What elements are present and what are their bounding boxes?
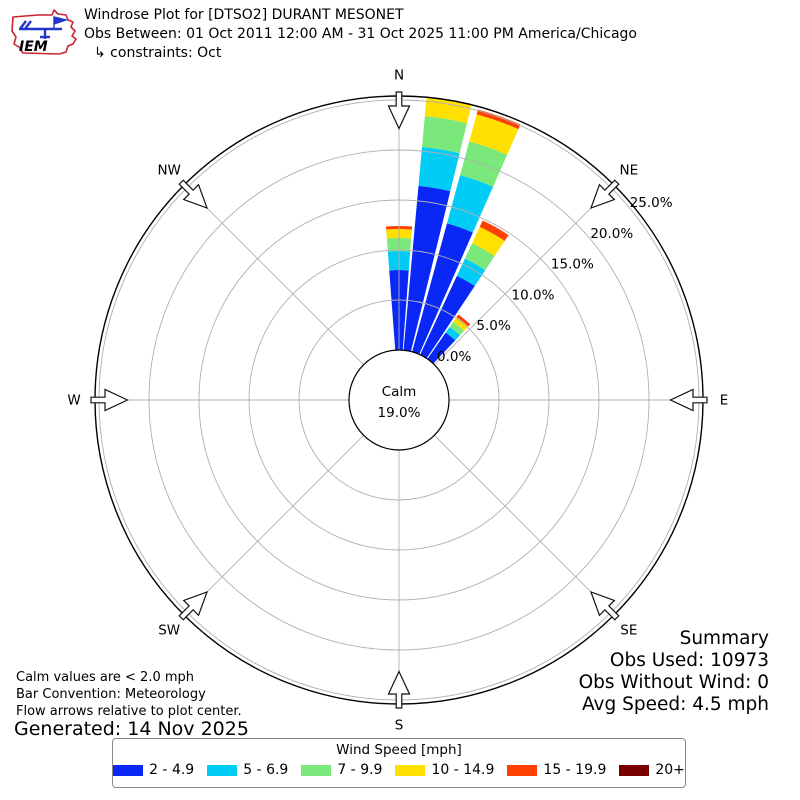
compass-label-s: S [395, 718, 404, 734]
summary-obs-without-wind: Obs Without Wind: 0 [578, 672, 769, 693]
flow-arrow-icon [589, 179, 620, 210]
windrose-bar-segment [464, 243, 495, 271]
grid-spoke [434, 435, 615, 616]
windrose-bar-segment [456, 314, 471, 327]
ring-label: 5.0% [476, 318, 510, 334]
windrose-bar-segment [453, 316, 469, 331]
legend-swatch [619, 764, 650, 776]
legend-swatch [207, 764, 238, 776]
windrose-bar-segment [469, 114, 519, 155]
wind-vane-icon [19, 16, 69, 39]
compass-label-ne: NE [619, 163, 638, 179]
summary-block: Summary Obs Used: 10973 Obs Without Wind… [579, 628, 769, 716]
grid-spoke [183, 184, 364, 365]
constraints-note: ↳ constraints: Oct [94, 45, 222, 61]
wind-speed-legend: Wind Speed [mph] 2 - 4.9 5 - 6.9 7 - 9.9 10… [112, 738, 686, 788]
compass-label-se: SE [620, 622, 637, 638]
windrose-bar-segment [403, 185, 451, 352]
ring-label: 15.0% [551, 257, 594, 273]
legend-label: 20+ [655, 762, 685, 778]
ring-label: 0.0% [437, 349, 471, 365]
flow-arrow-icon [90, 388, 129, 412]
windrose-bar-segment [412, 223, 473, 355]
ring-label: 10.0% [512, 287, 555, 303]
calm-label: Calm [382, 384, 417, 400]
windrose-bar-segment [424, 97, 472, 124]
windrose-bar-segment [422, 116, 467, 154]
bar-convention-note: Bar Convention: Meteorology [16, 687, 206, 702]
plot-title: Windrose Plot for [DTSO2] DURANT MESONET [84, 7, 404, 23]
windrose-bar-segment [456, 258, 486, 286]
windrose-bar-segment [446, 175, 494, 233]
compass-label-nw: NW [157, 163, 180, 179]
windrose-bar-segment [479, 220, 509, 241]
summary-avg-speed: Avg Speed: 4.5 mph [581, 694, 769, 715]
compass-label-e: E [720, 393, 729, 409]
ring-label: 20.0% [590, 226, 633, 242]
compass-label-sw: SW [158, 622, 180, 638]
windrose-bar-segment [427, 332, 456, 364]
legend-label: 2 - 4.9 [149, 762, 195, 778]
flow-arrow-icon [669, 388, 708, 412]
flow-arrows-note: Flow arrows relative to plot center. [16, 704, 242, 719]
flow-arrow-icon [387, 91, 411, 130]
legend-entry: 15 - 19.9 [507, 762, 606, 778]
flow-arrow-icon [387, 670, 411, 709]
legend-label: 7 - 9.9 [337, 762, 383, 778]
legend-swatch [113, 764, 144, 776]
legend-entry: 10 - 14.9 [395, 762, 494, 778]
iem-logo-text: IEM [19, 39, 48, 55]
summary-title: Summary [679, 628, 769, 649]
legend-swatch [507, 764, 538, 776]
plot-notes: Calm values are < 2.0 mph Bar Convention… [16, 669, 242, 720]
legend-title: Wind Speed [mph] [336, 742, 462, 758]
grid-spoke [183, 435, 364, 616]
plot-subtitle: Obs Between: 01 Oct 2011 12:00 AM - 31 O… [84, 26, 637, 42]
windrose-bar-segment [449, 321, 465, 336]
legend-entry: 20+ [619, 762, 685, 778]
generated-date: Generated: 14 Nov 2025 [14, 718, 249, 740]
legend-entry: 5 - 6.9 [207, 762, 288, 778]
calm-note: Calm values are < 2.0 mph [16, 670, 195, 685]
flow-arrow-icon [178, 590, 209, 621]
legend-label: 10 - 14.9 [431, 762, 495, 778]
legend-entry: 2 - 4.9 [113, 762, 194, 778]
calm-value: 19.0% [378, 405, 421, 421]
windrose-bar-segment [420, 275, 475, 359]
legend-items: 2 - 4.9 5 - 6.9 7 - 9.9 10 - 14.9 15 - 19.9 2… [113, 762, 685, 778]
legend-label: 15 - 19.9 [543, 762, 607, 778]
windrose-bar-segment [445, 326, 461, 341]
compass-label-n: N [394, 68, 404, 84]
windrose-bar-segment [472, 226, 505, 256]
windrose-bar-segment [476, 109, 521, 130]
compass-label-w: W [67, 393, 80, 409]
calm-circle [348, 349, 450, 451]
grid-spoke [434, 184, 615, 365]
header: Windrose Plot for [DTSO2] DURANT MESONET… [84, 6, 637, 63]
legend-swatch [301, 764, 332, 776]
legend-label: 5 - 6.9 [243, 762, 289, 778]
windrose-bar-segment [418, 147, 460, 192]
summary-obs-used: Obs Used: 10973 [609, 650, 769, 671]
flow-arrow-icon [589, 590, 620, 621]
flow-arrow-icon [178, 179, 209, 210]
legend-swatch [395, 764, 426, 776]
legend-entry: 7 - 9.9 [301, 762, 382, 778]
ring-label: 25.0% [630, 195, 673, 211]
windrose-bar-segment [460, 141, 508, 187]
iem-logo: IEM [11, 9, 77, 55]
